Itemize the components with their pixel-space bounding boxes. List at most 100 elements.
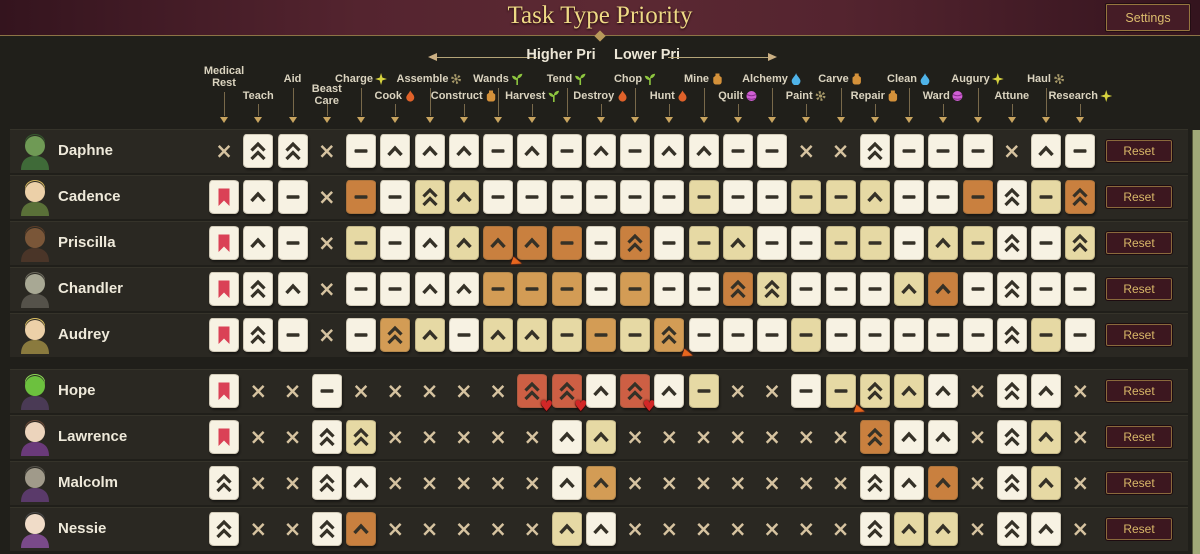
priority-cell-medical-rest-disabled[interactable]: × — [209, 134, 239, 168]
priority-cell-beast-care-disabled[interactable]: × — [312, 180, 342, 214]
priority-cell-wands-disabled[interactable]: × — [483, 512, 513, 546]
priority-cell-research[interactable] — [1065, 134, 1095, 168]
priority-cell-medical-rest[interactable] — [209, 226, 239, 260]
priority-cell-chop[interactable] — [620, 272, 650, 306]
priority-cell-aid[interactable] — [278, 272, 308, 306]
priority-cell-clean[interactable] — [894, 272, 924, 306]
priority-cell-paint-disabled[interactable]: × — [791, 420, 821, 454]
priority-cell-wands[interactable] — [483, 134, 513, 168]
priority-cell-charge[interactable] — [346, 466, 376, 500]
priority-cell-beast-care-disabled[interactable]: × — [312, 272, 342, 306]
priority-cell-cook[interactable] — [380, 272, 410, 306]
priority-cell-construct[interactable] — [449, 226, 479, 260]
priority-cell-cook[interactable] — [380, 134, 410, 168]
priority-cell-attune[interactable] — [997, 180, 1027, 214]
priority-cell-carve-disabled[interactable]: × — [826, 134, 856, 168]
priority-cell-construct[interactable] — [449, 180, 479, 214]
priority-cell-hunt-disabled[interactable]: × — [654, 466, 684, 500]
priority-cell-haul[interactable] — [1031, 466, 1061, 500]
priority-cell-tend[interactable] — [552, 134, 582, 168]
priority-cell-beast-care[interactable] — [312, 420, 342, 454]
priority-cell-haul[interactable] — [1031, 272, 1061, 306]
reset-button-cadence[interactable]: Reset — [1106, 186, 1172, 208]
priority-cell-aid[interactable] — [278, 226, 308, 260]
avatar[interactable] — [18, 224, 52, 262]
priority-cell-construct[interactable] — [449, 272, 479, 306]
priority-cell-hunt-disabled[interactable]: × — [654, 512, 684, 546]
priority-cell-attune[interactable] — [997, 466, 1027, 500]
priority-cell-mine-disabled[interactable]: × — [689, 512, 719, 546]
priority-cell-harvest-disabled[interactable]: × — [517, 512, 547, 546]
priority-cell-cook-disabled[interactable]: × — [380, 374, 410, 408]
priority-cell-wands[interactable] — [483, 180, 513, 214]
priority-cell-hunt[interactable] — [654, 374, 684, 408]
priority-cell-medical-rest[interactable] — [209, 420, 239, 454]
scrollbar[interactable] — [1192, 130, 1200, 554]
priority-cell-attune-disabled[interactable]: × — [997, 134, 1027, 168]
priority-cell-assemble[interactable] — [415, 226, 445, 260]
priority-cell-construct-disabled[interactable]: × — [449, 374, 479, 408]
priority-cell-repair[interactable] — [860, 318, 890, 352]
priority-cell-ward[interactable] — [928, 180, 958, 214]
priority-cell-research-disabled[interactable]: × — [1065, 374, 1095, 408]
priority-cell-cook[interactable] — [380, 226, 410, 260]
priority-cell-mine[interactable] — [689, 134, 719, 168]
priority-cell-haul[interactable] — [1031, 318, 1061, 352]
priority-cell-teach[interactable] — [243, 134, 273, 168]
priority-cell-attune[interactable] — [997, 272, 1027, 306]
priority-cell-tend[interactable]: ♥ — [552, 374, 582, 408]
priority-cell-destroy[interactable] — [586, 512, 616, 546]
priority-cell-wands-disabled[interactable]: × — [483, 374, 513, 408]
priority-cell-augury[interactable] — [963, 134, 993, 168]
priority-cell-wands[interactable] — [483, 272, 513, 306]
priority-cell-destroy[interactable] — [586, 374, 616, 408]
priority-cell-mine[interactable] — [689, 272, 719, 306]
priority-cell-quilt[interactable] — [723, 226, 753, 260]
reset-button-hope[interactable]: Reset — [1106, 380, 1172, 402]
priority-cell-destroy[interactable] — [586, 134, 616, 168]
priority-cell-teach[interactable] — [243, 318, 273, 352]
priority-cell-assemble-disabled[interactable]: × — [415, 466, 445, 500]
priority-cell-charge[interactable] — [346, 226, 376, 260]
priority-cell-paint-disabled[interactable]: × — [791, 134, 821, 168]
priority-cell-tend[interactable] — [552, 318, 582, 352]
priority-cell-teach-disabled[interactable]: × — [243, 420, 273, 454]
priority-cell-research-disabled[interactable]: × — [1065, 512, 1095, 546]
priority-cell-augury-disabled[interactable]: × — [963, 466, 993, 500]
priority-cell-teach[interactable] — [243, 226, 273, 260]
priority-cell-attune[interactable] — [997, 512, 1027, 546]
priority-cell-harvest-disabled[interactable]: × — [517, 420, 547, 454]
priority-cell-haul[interactable] — [1031, 134, 1061, 168]
priority-cell-aid[interactable] — [278, 318, 308, 352]
priority-cell-assemble-disabled[interactable]: × — [415, 374, 445, 408]
priority-cell-harvest[interactable] — [517, 318, 547, 352]
priority-cell-hunt[interactable] — [654, 226, 684, 260]
priority-cell-carve-disabled[interactable]: × — [826, 512, 856, 546]
priority-cell-alchemy[interactable] — [757, 134, 787, 168]
priority-cell-wands[interactable] — [483, 226, 513, 260]
priority-cell-clean[interactable] — [894, 226, 924, 260]
reset-button-nessie[interactable]: Reset — [1106, 518, 1172, 540]
priority-cell-tend[interactable] — [552, 226, 582, 260]
priority-cell-attune[interactable] — [997, 318, 1027, 352]
priority-cell-mine-disabled[interactable]: × — [689, 466, 719, 500]
priority-cell-research[interactable] — [1065, 318, 1095, 352]
reset-button-chandler[interactable]: Reset — [1106, 278, 1172, 300]
reset-button-malcolm[interactable]: Reset — [1106, 472, 1172, 494]
priority-cell-destroy[interactable] — [586, 226, 616, 260]
priority-cell-hunt[interactable] — [654, 318, 684, 352]
priority-cell-assemble[interactable] — [415, 134, 445, 168]
priority-cell-cook-disabled[interactable]: × — [380, 466, 410, 500]
priority-cell-hunt[interactable] — [654, 272, 684, 306]
priority-cell-beast-care-disabled[interactable]: × — [312, 134, 342, 168]
priority-cell-cook-disabled[interactable]: × — [380, 420, 410, 454]
priority-cell-carve-disabled[interactable]: × — [826, 466, 856, 500]
priority-cell-tend[interactable] — [552, 272, 582, 306]
avatar[interactable] — [18, 178, 52, 216]
priority-cell-paint[interactable] — [791, 272, 821, 306]
priority-cell-quilt[interactable] — [723, 272, 753, 306]
priority-cell-haul[interactable] — [1031, 226, 1061, 260]
priority-cell-clean[interactable] — [894, 180, 924, 214]
priority-cell-aid[interactable] — [278, 180, 308, 214]
priority-cell-medical-rest[interactable] — [209, 374, 239, 408]
